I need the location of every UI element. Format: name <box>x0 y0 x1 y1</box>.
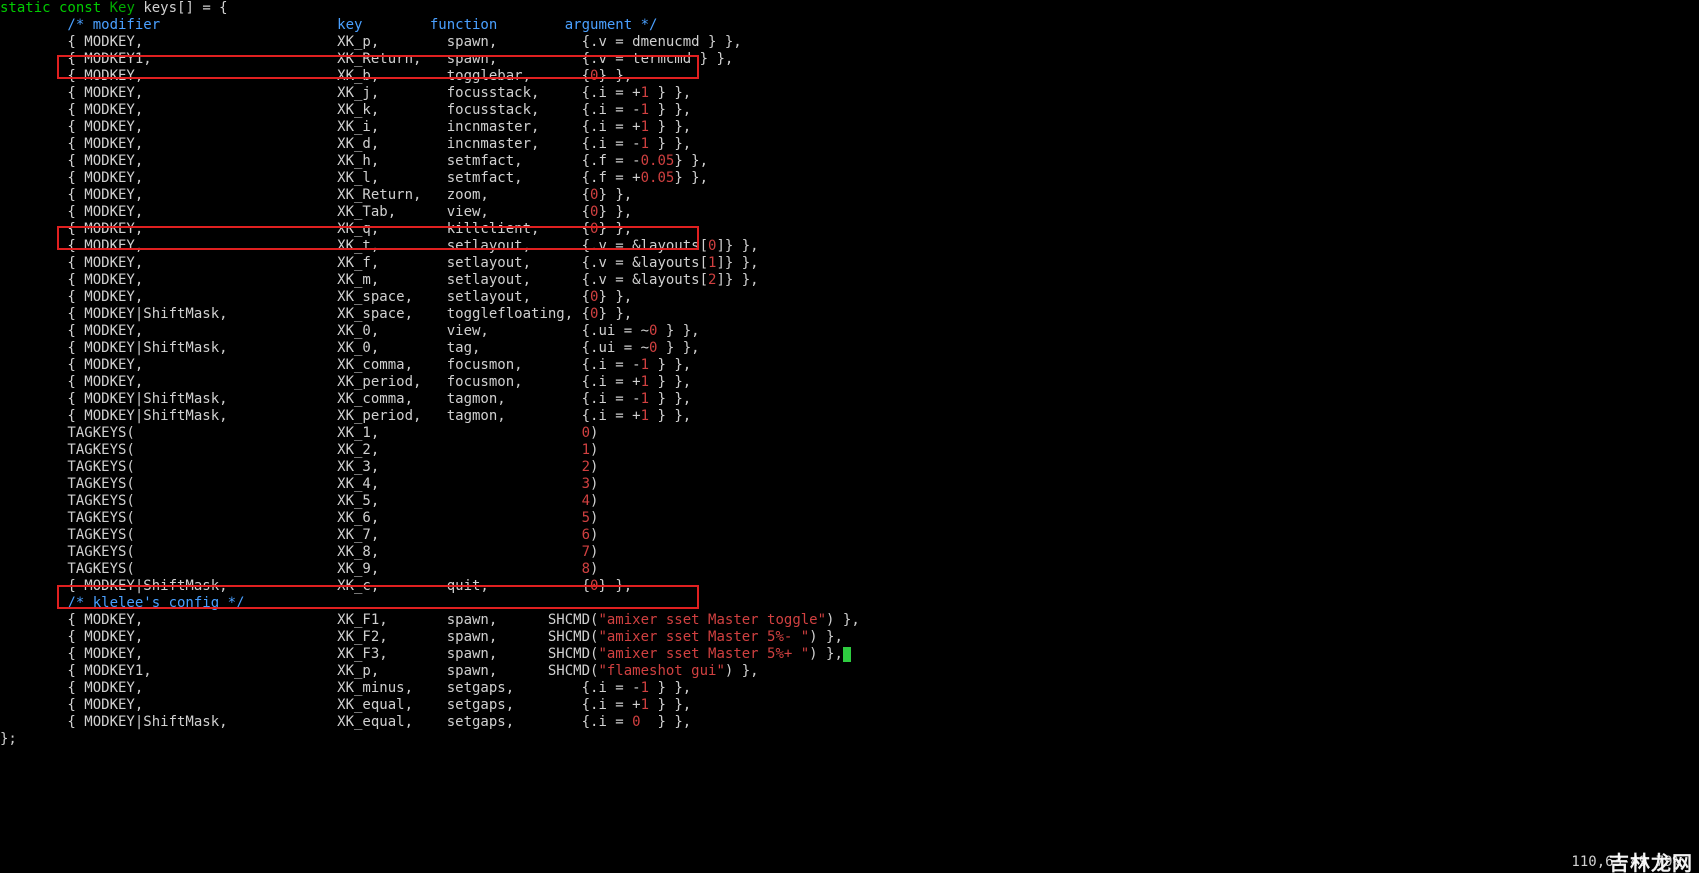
code-line: { MODKEY, XK_Return, zoom, {0} }, <box>0 187 860 204</box>
code-line: { MODKEY, XK_equal, setgaps, {.i = +1 } … <box>0 697 860 714</box>
code-line: static const Key keys[] = { <box>0 0 860 17</box>
code-line: { MODKEY|ShiftMask, XK_0, tag, {.ui = ~0… <box>0 340 860 357</box>
code-line: { MODKEY, XK_b, togglebar, {0} }, <box>0 68 860 85</box>
code-line: { MODKEY1, XK_p, spawn, SHCMD("flameshot… <box>0 663 860 680</box>
code-line: { MODKEY, XK_q, killclient, {0} }, <box>0 221 860 238</box>
code-line: { MODKEY, XK_F2, spawn, SHCMD("amixer ss… <box>0 629 860 646</box>
code-line: { MODKEY, XK_k, focusstack, {.i = -1 } }… <box>0 102 860 119</box>
code-line: { MODKEY, XK_F3, spawn, SHCMD("amixer ss… <box>0 646 860 663</box>
code-line: { MODKEY, XK_f, setlayout, {.v = &layout… <box>0 255 860 272</box>
code-line: TAGKEYS( XK_3, 2) <box>0 459 860 476</box>
code-line: { MODKEY, XK_t, setlayout, {.v = &layout… <box>0 238 860 255</box>
code-line: { MODKEY, XK_i, incnmaster, {.i = +1 } }… <box>0 119 860 136</box>
code-editor[interactable]: static const Key keys[] = { /* modifier … <box>0 0 860 748</box>
code-line: { MODKEY, XK_period, focusmon, {.i = +1 … <box>0 374 860 391</box>
code-line: { MODKEY1, XK_Return, spawn, {.v = termc… <box>0 51 860 68</box>
text-cursor <box>843 647 851 662</box>
code-line: TAGKEYS( XK_9, 8) <box>0 561 860 578</box>
code-line: { MODKEY|ShiftMask, XK_equal, setgaps, {… <box>0 714 860 731</box>
code-line: { MODKEY, XK_0, view, {.ui = ~0 } }, <box>0 323 860 340</box>
code-line: { MODKEY, XK_space, setlayout, {0} }, <box>0 289 860 306</box>
code-line: { MODKEY, XK_comma, focusmon, {.i = -1 }… <box>0 357 860 374</box>
code-line: TAGKEYS( XK_6, 5) <box>0 510 860 527</box>
code-line: TAGKEYS( XK_8, 7) <box>0 544 860 561</box>
code-line: TAGKEYS( XK_7, 6) <box>0 527 860 544</box>
code-comment: /* klelee's config */ <box>0 595 860 612</box>
code-line: TAGKEYS( XK_4, 3) <box>0 476 860 493</box>
code-line: { MODKEY, XK_F1, spawn, SHCMD("amixer ss… <box>0 612 860 629</box>
code-line: { MODKEY, XK_p, spawn, {.v = dmenucmd } … <box>0 34 860 51</box>
watermark-text: 吉林龙网 <box>1609 856 1693 873</box>
code-line: TAGKEYS( XK_5, 4) <box>0 493 860 510</box>
code-line: { MODKEY|ShiftMask, XK_c, quit, {0} }, <box>0 578 860 595</box>
code-line: { MODKEY, XK_h, setmfact, {.f = -0.05} }… <box>0 153 860 170</box>
code-line: { MODKEY, XK_d, incnmaster, {.i = -1 } }… <box>0 136 860 153</box>
code-line: { MODKEY, XK_Tab, view, {0} }, <box>0 204 860 221</box>
code-line: TAGKEYS( XK_2, 1) <box>0 442 860 459</box>
code-line: { MODKEY|ShiftMask, XK_comma, tagmon, {.… <box>0 391 860 408</box>
code-line: { MODKEY, XK_j, focusstack, {.i = +1 } }… <box>0 85 860 102</box>
code-line: { MODKEY|ShiftMask, XK_space, togglefloa… <box>0 306 860 323</box>
code-line: }; <box>0 731 860 748</box>
code-line: { MODKEY, XK_minus, setgaps, {.i = -1 } … <box>0 680 860 697</box>
code-line: { MODKEY, XK_l, setmfact, {.f = +0.05} }… <box>0 170 860 187</box>
code-line: { MODKEY|ShiftMask, XK_period, tagmon, {… <box>0 408 860 425</box>
code-line: { MODKEY, XK_m, setlayout, {.v = &layout… <box>0 272 860 289</box>
code-comment: /* modifier key function argument */ <box>0 17 860 34</box>
code-line: TAGKEYS( XK_1, 0) <box>0 425 860 442</box>
